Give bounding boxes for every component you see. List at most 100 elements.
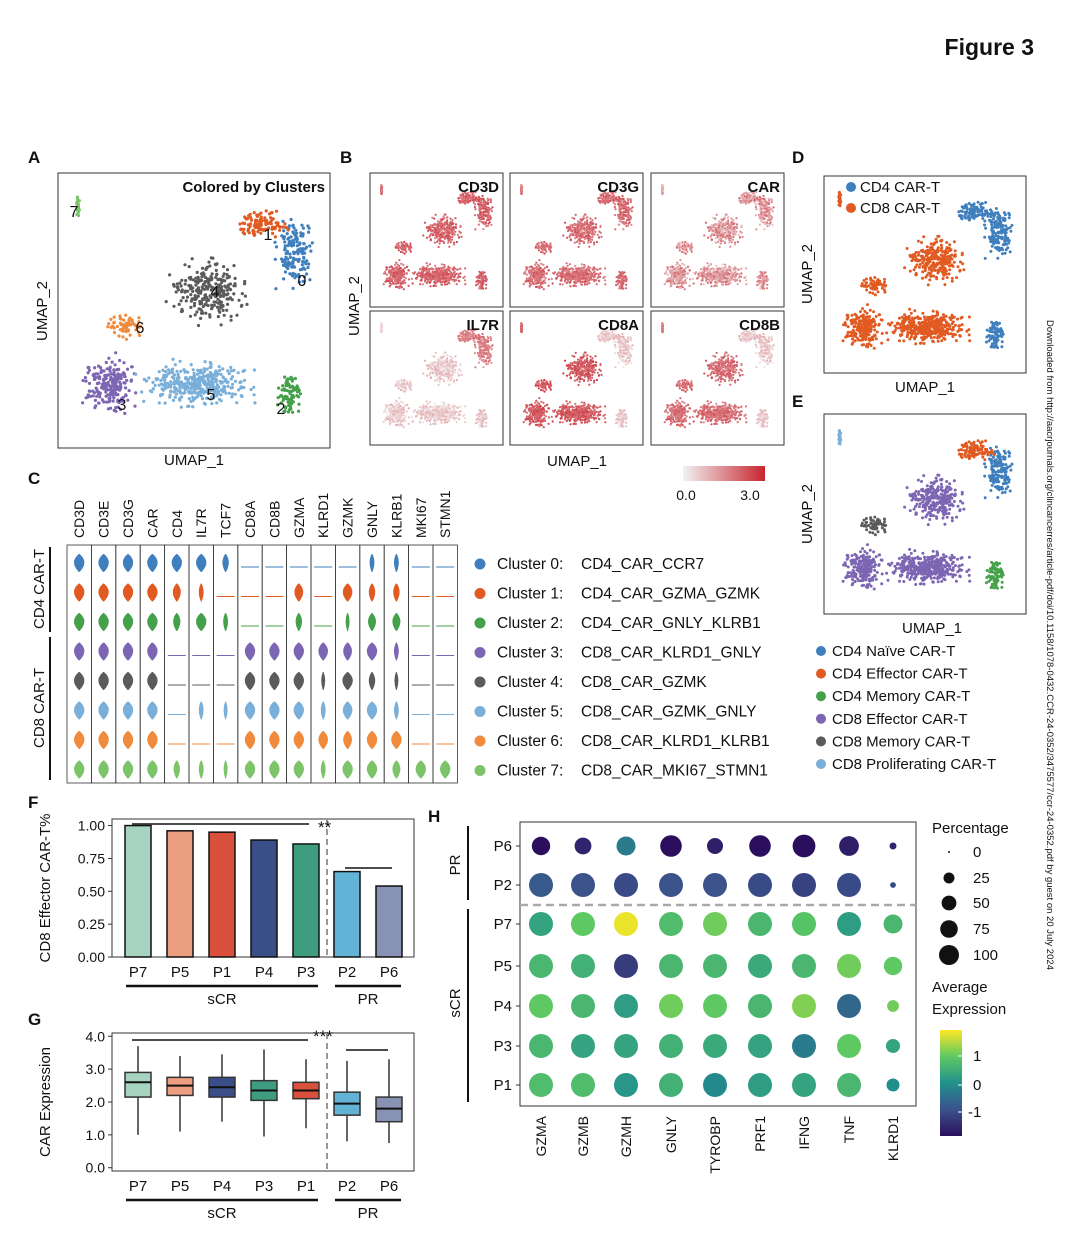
umap-point bbox=[76, 210, 80, 214]
umap-point bbox=[435, 223, 438, 227]
umap-point bbox=[440, 266, 443, 269]
umap-point bbox=[170, 368, 174, 372]
umap-point bbox=[287, 408, 291, 412]
umap-point bbox=[184, 370, 188, 374]
umap-point bbox=[453, 243, 456, 246]
umap-point bbox=[575, 235, 578, 238]
umap-point bbox=[437, 225, 440, 228]
umap-point bbox=[179, 405, 183, 409]
umap-point bbox=[617, 276, 620, 279]
umap-point bbox=[293, 276, 297, 280]
umap-point bbox=[233, 392, 237, 396]
umap-point bbox=[130, 365, 134, 369]
umap-point bbox=[435, 267, 438, 270]
umap-point bbox=[403, 244, 406, 247]
umap-point bbox=[721, 263, 724, 266]
umap-point bbox=[628, 209, 631, 212]
umap-point bbox=[424, 279, 427, 282]
umap-point bbox=[195, 310, 199, 314]
umap-point bbox=[405, 250, 408, 253]
umap-point bbox=[620, 286, 623, 289]
umap-point bbox=[257, 224, 261, 228]
umap-point bbox=[192, 385, 196, 389]
umap-point bbox=[770, 201, 773, 204]
umap-point bbox=[203, 402, 207, 406]
umap-point bbox=[579, 233, 582, 236]
umap-point bbox=[618, 197, 621, 200]
umap-point bbox=[575, 223, 578, 227]
umap-point bbox=[485, 225, 488, 228]
umap-point bbox=[569, 267, 572, 271]
umap-point bbox=[469, 196, 472, 199]
umap-point bbox=[271, 225, 275, 229]
umap-point bbox=[762, 206, 765, 209]
umap-point bbox=[622, 228, 625, 231]
umap-point bbox=[291, 410, 295, 414]
umap-point bbox=[109, 406, 113, 410]
umap-point bbox=[226, 283, 231, 287]
umap-point bbox=[683, 280, 686, 283]
umap-point bbox=[579, 236, 583, 239]
umap-point bbox=[458, 236, 461, 239]
umap-point bbox=[614, 208, 617, 211]
umap-point bbox=[539, 250, 543, 254]
umap-point bbox=[423, 221, 427, 224]
umap-point bbox=[542, 280, 545, 283]
umap-point bbox=[580, 263, 583, 266]
umap-point bbox=[599, 272, 602, 275]
umap-point bbox=[219, 393, 223, 397]
umap-point bbox=[399, 250, 403, 254]
umap-point bbox=[221, 308, 225, 312]
umap-point bbox=[761, 203, 764, 206]
umap-point bbox=[438, 242, 441, 245]
umap-point bbox=[740, 196, 743, 199]
umap-point bbox=[425, 236, 429, 239]
umap-point bbox=[181, 296, 185, 300]
umap-point bbox=[193, 377, 197, 381]
umap-point bbox=[167, 368, 171, 372]
umap-point bbox=[764, 222, 767, 226]
umap-point bbox=[627, 206, 630, 209]
umap-point bbox=[758, 276, 761, 279]
umap-point bbox=[103, 381, 107, 385]
umap-point bbox=[477, 202, 480, 205]
umap-point bbox=[737, 233, 740, 236]
umap-point bbox=[680, 281, 683, 284]
umap-point bbox=[574, 284, 578, 288]
umap-point bbox=[729, 245, 732, 248]
umap-point bbox=[759, 270, 762, 273]
umap-point bbox=[215, 401, 219, 405]
umap-point bbox=[242, 385, 246, 390]
umap-point bbox=[173, 382, 177, 386]
umap-point bbox=[112, 370, 116, 374]
panel-a-xlabel: UMAP_1 bbox=[164, 452, 224, 469]
umap-point bbox=[717, 239, 721, 242]
umap-point bbox=[418, 268, 422, 271]
umap-point bbox=[619, 210, 622, 213]
umap-point bbox=[134, 328, 138, 332]
umap-point bbox=[678, 278, 681, 281]
panel-letter-a: A bbox=[28, 148, 40, 167]
umap-point bbox=[285, 249, 289, 253]
umap-point bbox=[530, 278, 533, 281]
umap-point bbox=[736, 240, 740, 244]
umap-point bbox=[474, 208, 477, 211]
umap-point bbox=[208, 365, 212, 369]
umap-point bbox=[210, 307, 214, 311]
umap-point bbox=[542, 263, 545, 266]
umap-point bbox=[199, 307, 203, 312]
umap-point bbox=[618, 270, 621, 273]
umap-point bbox=[210, 303, 214, 307]
umap-point bbox=[191, 368, 195, 372]
umap-point bbox=[298, 242, 302, 246]
umap-point bbox=[583, 281, 586, 284]
umap-point bbox=[165, 385, 170, 389]
umap-point bbox=[382, 283, 385, 286]
umap-point bbox=[121, 395, 126, 399]
umap-point bbox=[735, 225, 739, 228]
umap-point bbox=[532, 271, 536, 274]
umap-point bbox=[599, 231, 602, 234]
umap-point bbox=[624, 287, 628, 290]
umap-point bbox=[764, 271, 767, 274]
umap-point bbox=[676, 285, 680, 288]
